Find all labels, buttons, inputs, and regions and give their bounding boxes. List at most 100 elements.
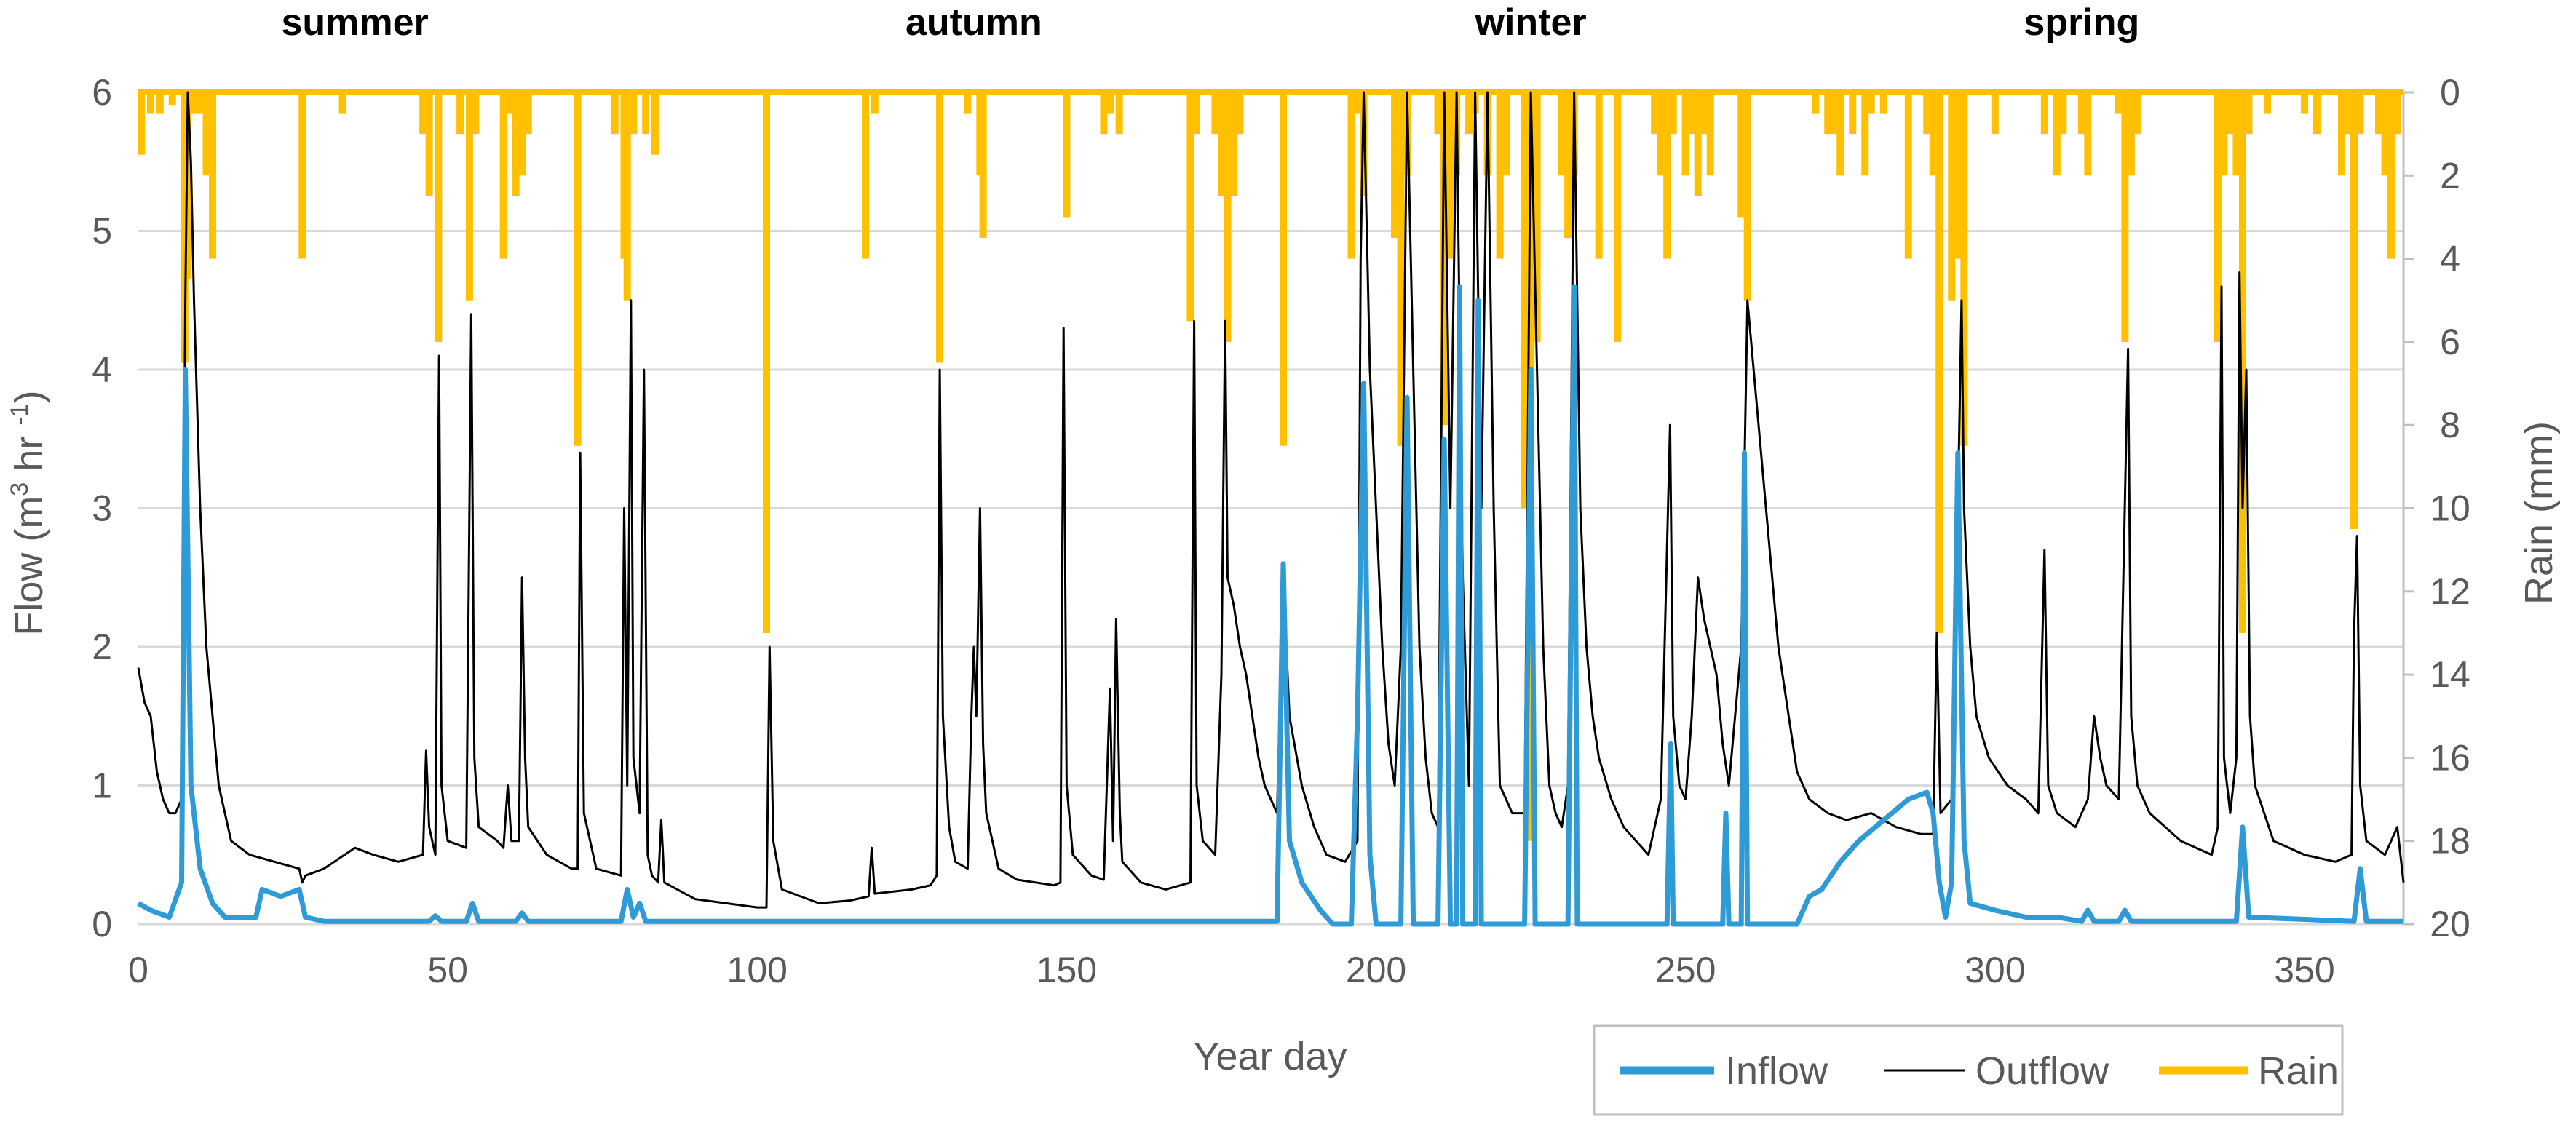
rain-bar bbox=[1434, 92, 1442, 135]
rain-bar bbox=[190, 92, 198, 114]
rain-bar bbox=[1192, 92, 1200, 135]
season-label-spring: spring bbox=[2024, 1, 2139, 44]
rain-bar bbox=[1502, 92, 1510, 176]
rain-bar bbox=[2077, 92, 2085, 135]
rain-bar bbox=[419, 92, 427, 135]
rain-bar bbox=[209, 92, 217, 259]
rain-bar bbox=[2121, 92, 2129, 342]
rain-bar bbox=[936, 92, 944, 363]
right-axis-title: Rain (mm) bbox=[2517, 421, 2561, 605]
season-label-autumn: autumn bbox=[905, 1, 1042, 44]
rain-bar bbox=[1812, 92, 1820, 114]
legend-label-inflow: Inflow bbox=[1725, 1049, 1828, 1093]
right-axis-ticks: 0 2 4 6 8 10 12 14 16 18 20 bbox=[2403, 72, 2470, 944]
rain-bar bbox=[456, 92, 464, 135]
rain-bar bbox=[1229, 92, 1237, 196]
x-axis-title: Year day bbox=[1193, 1035, 1347, 1078]
rain-bar bbox=[518, 92, 526, 176]
rain-bar bbox=[1861, 92, 1869, 176]
rain-bar bbox=[2245, 92, 2253, 135]
rain-bar bbox=[871, 92, 879, 114]
left-axis-title: Flow (m3 hr -1) bbox=[6, 390, 51, 635]
rain-bar bbox=[2344, 92, 2352, 135]
rain-bar bbox=[1063, 92, 1071, 218]
right-tick-label: 6 bbox=[2440, 322, 2460, 362]
rain-bar bbox=[2313, 92, 2321, 135]
rain-bar bbox=[1651, 92, 1659, 135]
rain-bar bbox=[156, 92, 164, 114]
rain-bar bbox=[1595, 92, 1603, 259]
rain-bar bbox=[862, 92, 870, 259]
rain-bar bbox=[1347, 92, 1355, 259]
rain-bar bbox=[524, 92, 532, 135]
x-tick-label: 0 bbox=[128, 950, 148, 990]
rain-bar bbox=[2059, 92, 2067, 135]
legend: Inflow Outflow Rain bbox=[1593, 1024, 2344, 1116]
rain-bar bbox=[2300, 92, 2308, 114]
x-tick-label: 150 bbox=[1037, 950, 1097, 990]
rain-bar bbox=[168, 92, 176, 106]
left-tick-label: 5 bbox=[92, 211, 112, 252]
rain-bar bbox=[2337, 92, 2345, 176]
right-tick-label: 20 bbox=[2430, 904, 2470, 944]
season-label-summer: summer bbox=[281, 1, 428, 44]
rain-bar bbox=[184, 92, 192, 280]
rain-bar bbox=[465, 92, 473, 301]
rain-bar bbox=[1830, 92, 1838, 135]
left-tick-label: 0 bbox=[92, 904, 112, 944]
rain-bar bbox=[1929, 92, 1937, 176]
rain-bar bbox=[630, 92, 638, 135]
rain-bar bbox=[1224, 92, 1232, 342]
rain-bar bbox=[1217, 92, 1225, 196]
rain-bar bbox=[202, 92, 210, 176]
rain-bar bbox=[298, 92, 306, 259]
rain-bar bbox=[2226, 92, 2234, 135]
left-tick-label: 6 bbox=[92, 72, 112, 113]
rain-bar bbox=[642, 92, 650, 135]
rain-bar bbox=[1106, 92, 1114, 114]
x-axis-ticks: 0 50 100 150 200 250 300 350 bbox=[128, 950, 2335, 990]
rain-bar bbox=[499, 92, 507, 259]
rain-bar bbox=[472, 92, 480, 135]
x-tick-label: 200 bbox=[1346, 950, 1406, 990]
right-tick-label: 4 bbox=[2440, 239, 2460, 279]
left-tick-label: 4 bbox=[92, 349, 112, 390]
right-tick-label: 14 bbox=[2430, 654, 2470, 695]
x-tick-label: 50 bbox=[427, 950, 468, 990]
rain-bar bbox=[1836, 92, 1844, 176]
right-tick-label: 16 bbox=[2430, 737, 2470, 778]
series-rain bbox=[138, 89, 2403, 841]
left-tick-label: 1 bbox=[92, 765, 112, 806]
rain-bar bbox=[2232, 92, 2240, 176]
rain-bar bbox=[425, 92, 433, 196]
rain-bar bbox=[2133, 92, 2141, 135]
rain-bar bbox=[763, 92, 771, 633]
legend-label-rain: Rain bbox=[2258, 1049, 2339, 1093]
rain-bar bbox=[964, 92, 972, 114]
right-tick-label: 10 bbox=[2430, 488, 2470, 529]
rain-bar bbox=[2381, 92, 2389, 176]
x-tick-label: 300 bbox=[1965, 950, 2025, 990]
rain-bar bbox=[611, 92, 619, 135]
rain-bar bbox=[1954, 92, 1962, 259]
rain-bar bbox=[1960, 92, 1968, 446]
right-tick-label: 0 bbox=[2440, 72, 2460, 113]
rain-bar bbox=[651, 92, 659, 155]
right-tick-label: 18 bbox=[2430, 821, 2470, 862]
rain-bar bbox=[2238, 92, 2246, 633]
rain-bar bbox=[1186, 92, 1194, 322]
rain-bar bbox=[1948, 92, 1956, 301]
rain-bar bbox=[1706, 92, 1714, 176]
rain-bar bbox=[2220, 92, 2228, 176]
right-tick-label: 12 bbox=[2430, 571, 2470, 612]
rain-bar bbox=[1236, 92, 1244, 135]
rain-bar bbox=[1521, 92, 1529, 509]
rain-bar bbox=[623, 92, 631, 301]
x-tick-label: 100 bbox=[727, 950, 788, 990]
rain-bar bbox=[574, 92, 582, 446]
rain-bar bbox=[1657, 92, 1665, 176]
rain-bar bbox=[2374, 92, 2382, 135]
rain-bar bbox=[1391, 92, 1399, 239]
rain-bar bbox=[1558, 92, 1566, 176]
rain-bar bbox=[2263, 92, 2271, 114]
